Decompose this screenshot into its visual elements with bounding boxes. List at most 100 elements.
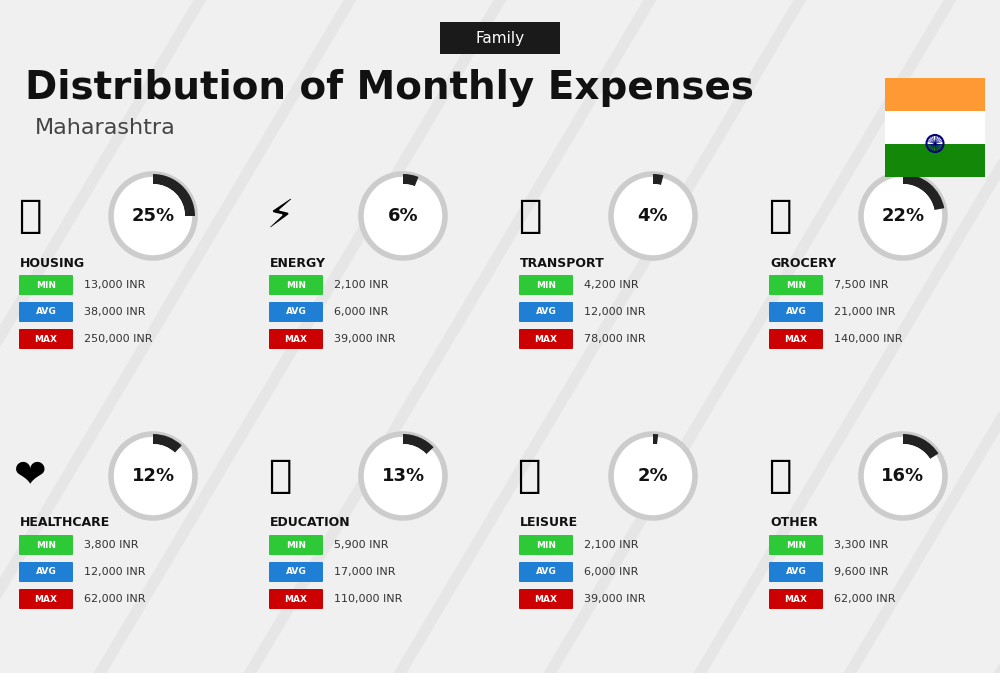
Text: MAX: MAX — [34, 594, 58, 604]
Circle shape — [621, 184, 685, 248]
FancyBboxPatch shape — [769, 589, 823, 609]
Text: 2%: 2% — [638, 467, 668, 485]
Text: MIN: MIN — [786, 540, 806, 549]
Circle shape — [611, 174, 695, 258]
Text: 5,900 INR: 5,900 INR — [334, 540, 389, 550]
Text: GROCERY: GROCERY — [770, 256, 836, 269]
FancyBboxPatch shape — [19, 329, 73, 349]
Text: 21,000 INR: 21,000 INR — [834, 307, 896, 317]
Text: ❤️: ❤️ — [14, 457, 46, 495]
FancyBboxPatch shape — [19, 302, 73, 322]
Text: 12,000 INR: 12,000 INR — [84, 567, 146, 577]
FancyBboxPatch shape — [769, 329, 823, 349]
Text: 9,600 INR: 9,600 INR — [834, 567, 889, 577]
Text: ⚡: ⚡ — [266, 197, 294, 235]
Wedge shape — [903, 174, 944, 210]
Text: 62,000 INR: 62,000 INR — [834, 594, 896, 604]
Text: AVG: AVG — [536, 308, 556, 316]
Text: MIN: MIN — [786, 281, 806, 289]
Text: 🏢: 🏢 — [18, 197, 42, 235]
Text: Distribution of Monthly Expenses: Distribution of Monthly Expenses — [25, 69, 754, 107]
Wedge shape — [653, 434, 658, 444]
Text: EDUCATION: EDUCATION — [270, 516, 351, 530]
FancyBboxPatch shape — [19, 535, 73, 555]
Wedge shape — [403, 174, 418, 186]
Text: HOUSING: HOUSING — [20, 256, 85, 269]
FancyBboxPatch shape — [769, 562, 823, 582]
Text: AVG: AVG — [786, 308, 806, 316]
Text: MAX: MAX — [784, 334, 808, 343]
Circle shape — [611, 434, 695, 518]
FancyBboxPatch shape — [885, 111, 985, 144]
FancyBboxPatch shape — [19, 562, 73, 582]
FancyBboxPatch shape — [269, 589, 323, 609]
Text: 12,000 INR: 12,000 INR — [584, 307, 646, 317]
FancyBboxPatch shape — [769, 302, 823, 322]
Text: MAX: MAX — [534, 334, 558, 343]
Text: 🛒: 🛒 — [768, 197, 792, 235]
Text: 13,000 INR: 13,000 INR — [84, 280, 145, 290]
Text: AVG: AVG — [536, 567, 556, 577]
FancyBboxPatch shape — [519, 275, 573, 295]
Text: 12%: 12% — [131, 467, 175, 485]
Circle shape — [111, 434, 195, 518]
Text: 250,000 INR: 250,000 INR — [84, 334, 152, 344]
Text: 7,500 INR: 7,500 INR — [834, 280, 889, 290]
Text: AVG: AVG — [286, 308, 306, 316]
Text: MAX: MAX — [285, 334, 308, 343]
Text: 78,000 INR: 78,000 INR — [584, 334, 646, 344]
FancyBboxPatch shape — [19, 589, 73, 609]
Text: MAX: MAX — [34, 334, 58, 343]
FancyBboxPatch shape — [519, 329, 573, 349]
Text: 🚌: 🚌 — [518, 197, 542, 235]
Circle shape — [371, 184, 435, 248]
Text: 4%: 4% — [638, 207, 668, 225]
Circle shape — [861, 174, 945, 258]
Text: 16%: 16% — [881, 467, 925, 485]
Wedge shape — [153, 174, 195, 216]
FancyBboxPatch shape — [885, 144, 985, 177]
FancyBboxPatch shape — [885, 78, 985, 111]
FancyBboxPatch shape — [269, 562, 323, 582]
FancyBboxPatch shape — [19, 275, 73, 295]
Text: MAX: MAX — [285, 594, 308, 604]
Text: 62,000 INR: 62,000 INR — [84, 594, 146, 604]
Text: TRANSPORT: TRANSPORT — [520, 256, 605, 269]
Text: 13%: 13% — [381, 467, 425, 485]
Circle shape — [111, 174, 195, 258]
Circle shape — [361, 434, 445, 518]
FancyBboxPatch shape — [519, 562, 573, 582]
Text: AVG: AVG — [286, 567, 306, 577]
Text: Family: Family — [475, 30, 525, 46]
Wedge shape — [403, 434, 434, 454]
Text: MIN: MIN — [536, 281, 556, 289]
FancyBboxPatch shape — [269, 535, 323, 555]
FancyBboxPatch shape — [269, 302, 323, 322]
FancyBboxPatch shape — [440, 22, 560, 54]
Circle shape — [361, 174, 445, 258]
Text: 39,000 INR: 39,000 INR — [584, 594, 646, 604]
FancyBboxPatch shape — [269, 275, 323, 295]
Text: 39,000 INR: 39,000 INR — [334, 334, 396, 344]
Text: MIN: MIN — [286, 540, 306, 549]
Text: 22%: 22% — [881, 207, 925, 225]
Text: 🎓: 🎓 — [268, 457, 292, 495]
Text: 38,000 INR: 38,000 INR — [84, 307, 146, 317]
Text: MIN: MIN — [36, 540, 56, 549]
Circle shape — [621, 444, 685, 508]
Text: 👜: 👜 — [768, 457, 792, 495]
FancyBboxPatch shape — [269, 329, 323, 349]
FancyBboxPatch shape — [519, 589, 573, 609]
Text: 110,000 INR: 110,000 INR — [334, 594, 402, 604]
Text: AVG: AVG — [36, 308, 56, 316]
FancyBboxPatch shape — [769, 275, 823, 295]
Text: 4,200 INR: 4,200 INR — [584, 280, 639, 290]
Wedge shape — [153, 434, 182, 453]
Text: 6,000 INR: 6,000 INR — [334, 307, 388, 317]
Text: OTHER: OTHER — [770, 516, 818, 530]
FancyBboxPatch shape — [519, 302, 573, 322]
Circle shape — [371, 444, 435, 508]
Text: 140,000 INR: 140,000 INR — [834, 334, 902, 344]
Text: LEISURE: LEISURE — [520, 516, 578, 530]
Text: ENERGY: ENERGY — [270, 256, 326, 269]
